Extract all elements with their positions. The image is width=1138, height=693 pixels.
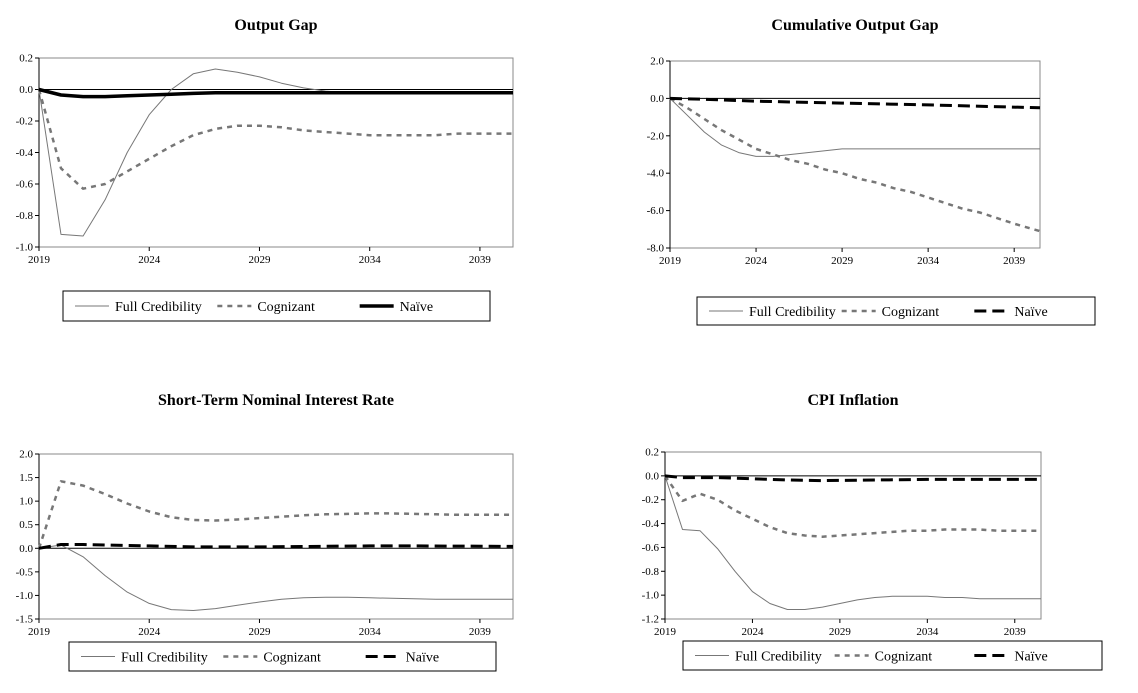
plot-area-frame [669,60,1041,249]
legend-box [62,290,491,322]
y-tick-label: 0.0 [19,543,33,555]
x-tick-label: 2039 [1003,255,1026,267]
chart-panel-output-gap: Output Gap 0.2 0.0 -0.2 -0.4 -0.6 -0.8 -1.0 2019… [0,0,569,346]
chart-svg: Output Gap 0.2 0.0 -0.2 -0.4 -0.6 -0.8 -1.02019… [16,17,514,322]
chart-panel-cumulative-output-gap: Cumulative Output Gap 2.0 0.0 -2.0 -4.0 -6.0 -… [569,0,1138,346]
x-tick-label: 2019 [28,626,51,638]
y-tick-label: -0.8 [642,566,660,578]
legend: Full Credibility Cognizant Naïve [682,640,1103,671]
y-tick-label: -8.0 [647,243,665,255]
series-line-full-credibility [664,475,1041,610]
chart-title: CPI Inflation [807,392,898,409]
legend: Full Credibility Cognizant Naïve [62,290,491,322]
legend-label-full-credibility: Full Credibility [735,650,822,665]
legend-label-naive: Naïve [1014,650,1047,665]
legend-label-naive: Naïve [406,651,439,666]
x-tick-label: 2039 [469,254,492,266]
y-tick-label: 2.0 [19,449,33,461]
series-line-cognizant [663,475,1041,538]
series-line-naive [38,543,514,550]
y-tick-label: -0.5 [16,566,34,578]
x-tick-label: 2029 [831,255,854,267]
chart-title: Cumulative Output Gap [771,17,938,34]
x-tick-label: 2029 [248,626,271,638]
x-tick-label: 2024 [138,254,161,266]
legend-label-naive: Naïve [1014,305,1047,320]
y-tick-label: 2.0 [650,56,664,68]
series-line-full-credibility [669,98,1040,157]
x-tick-label: 2039 [469,626,492,638]
legend-box [682,640,1103,671]
y-tick-label: -0.6 [16,179,34,191]
y-tick-label: -1.0 [16,242,34,254]
x-tick-label: 2039 [1004,626,1027,638]
series-line-full-credibility [38,544,513,611]
x-tick-label: 2019 [654,626,677,638]
y-tick-label: -1.0 [642,590,660,602]
y-tick-label: -1.5 [16,614,34,626]
y-tick-label: -0.4 [16,147,34,159]
x-tick-label: 2034 [917,255,940,267]
chart-svg: CPI Inflation 0.2 0.0 -0.2 -0.4 -0.6 -0.8 -1.0 -… [642,392,1103,671]
plot-area-frame [38,453,514,620]
x-tick-label: 2024 [745,255,768,267]
chart-panel-short-term-nominal-interest-rate: Short-Term Nominal Interest Rate 2.0 1.5 1.… [0,346,569,693]
x-tick-label: 2024 [741,626,764,638]
series-line-naive [664,474,1041,483]
legend: Full Credibility Cognizant Naïve [696,296,1096,326]
legend-label-cognizant: Cognizant [882,305,940,320]
y-tick-label: 1.0 [19,496,33,508]
y-tick-label: -4.0 [647,168,665,180]
chart-panel-cpi-inflation: CPI Inflation 0.2 0.0 -0.2 -0.4 -0.6 -0.8 -1.0 -… [569,346,1138,693]
y-tick-label: -1.0 [16,590,34,602]
y-tick-label: 1.5 [19,472,33,484]
series-line-cognizant [37,480,513,549]
legend-label-full-credibility: Full Credibility [121,651,208,666]
chart-svg: Short-Term Nominal Interest Rate 2.0 1.5 1.… [16,392,514,672]
legend-box [68,641,497,672]
y-tick-label: -0.6 [642,542,660,554]
plot-area-frame [38,57,514,248]
legend-label-cognizant: Cognizant [875,650,933,665]
series-line-naive [669,96,1041,110]
y-tick-label: 0.0 [19,84,33,96]
series-line-cognizant [669,97,1041,233]
y-tick-label: -2.0 [647,130,665,142]
y-tick-label: 0.2 [645,447,659,459]
chart-title: Output Gap [234,17,317,34]
legend-label-cognizant: Cognizant [257,300,315,315]
series-line-naive [38,87,513,99]
legend-label-full-credibility: Full Credibility [115,300,202,315]
x-tick-label: 2029 [829,626,852,638]
y-tick-label: -6.0 [647,205,665,217]
chart-title: Short-Term Nominal Interest Rate [158,392,394,409]
legend-box [696,296,1096,326]
y-tick-label: -1.2 [642,614,659,626]
y-tick-label: 0.5 [19,519,33,531]
y-tick-label: 0.0 [645,470,659,482]
legend-label-full-credibility: Full Credibility [749,305,836,320]
x-tick-label: 2034 [359,626,382,638]
x-tick-label: 2034 [916,626,939,638]
y-tick-label: 0.2 [19,53,33,65]
y-tick-label: -0.2 [642,494,659,506]
y-tick-label: -0.8 [16,210,34,222]
y-tick-label: -0.4 [642,518,660,530]
x-tick-label: 2024 [138,626,161,638]
x-tick-label: 2019 [28,254,51,266]
x-tick-label: 2034 [359,254,382,266]
x-tick-label: 2019 [659,255,682,267]
legend-label-cognizant: Cognizant [263,651,321,666]
chart-svg: Cumulative Output Gap 2.0 0.0 -2.0 -4.0 -6.0 -… [647,17,1096,326]
y-tick-label: 0.0 [650,93,664,105]
legend-label-naive: Naïve [400,300,433,315]
legend: Full Credibility Cognizant Naïve [68,641,497,672]
x-tick-label: 2029 [248,254,271,266]
y-tick-label: -0.2 [16,116,33,128]
series-line-cognizant [37,89,513,190]
